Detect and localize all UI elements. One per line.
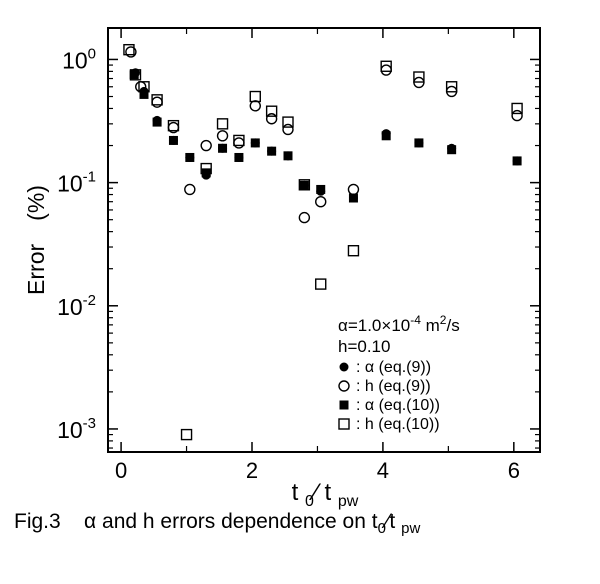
legend-marker (338, 418, 350, 430)
data-point-open-circle (233, 137, 245, 149)
data-point-open-square (347, 245, 360, 257)
data-marks (123, 43, 523, 441)
y-tick-label: 10-2 (57, 292, 96, 320)
data-point-filled-square (414, 138, 424, 148)
data-point-open-square (151, 94, 163, 106)
x-axis-label: t 0∕ t pw (292, 479, 359, 510)
legend-label: : α (eq.(10)) (356, 397, 440, 414)
figure-caption: Fig.3 α and h errors dependence on t0∕t … (14, 510, 594, 537)
annotation-alpha: α=1.0×10-4 m2/s (338, 313, 460, 335)
data-point-filled-square (348, 193, 358, 203)
y-tick-label: 100 (62, 45, 96, 73)
legend-label: : α (eq.(9)) (356, 359, 431, 376)
data-point-open-square (180, 428, 193, 441)
data-point-filled-square (139, 89, 149, 99)
data-point-filled-square (283, 151, 293, 161)
legend: α=1.0×10-4 m2/s h=0.10 : α (eq.(9)) : h (eq… (338, 313, 460, 433)
y-axis-label: Error (%) (23, 185, 49, 295)
y-tick-label: 10-1 (57, 169, 96, 197)
data-point-filled-square (185, 152, 195, 162)
data-point-open-square (129, 69, 142, 81)
y-tick-label: 10-3 (57, 415, 96, 443)
legend-marker (339, 400, 349, 410)
caption-subscript-pw: pw (401, 520, 421, 537)
data-point-open-circle (265, 113, 278, 125)
legend-label: : h (eq.(9)) (356, 378, 431, 395)
data-point-filled-square (267, 146, 277, 156)
plot-frame (107, 27, 541, 453)
data-point-open-square (282, 116, 294, 128)
caption-slash: ∕ (385, 510, 390, 533)
legend-marker (339, 362, 349, 372)
data-point-open-square (200, 162, 212, 175)
caption-text-2: t (389, 510, 396, 533)
data-point-open-square (413, 71, 425, 83)
caption-subscript-0: 0 (377, 520, 386, 537)
data-point-open-square (298, 179, 311, 191)
legend-marker (338, 380, 350, 392)
data-point-filled-square (152, 117, 162, 127)
x-tick-label: 6 (508, 458, 520, 483)
data-point-open-square (123, 43, 135, 56)
data-point-open-circle (380, 64, 392, 76)
data-point-filled-square (234, 152, 244, 162)
data-point-open-square (315, 278, 327, 290)
data-point-open-square (216, 118, 229, 130)
x-tick-label: 0 (115, 458, 127, 483)
data-point-open-square (380, 60, 392, 72)
data-point-filled-square (168, 135, 178, 145)
plot-area (107, 27, 541, 453)
axis-labels: 100 10-1 10-2 10-3 0 2 4 6 t 0∕ t pw Error (%) (23, 45, 520, 510)
x-tick-label: 4 (377, 458, 389, 483)
annotation-h: h=0.10 (338, 337, 390, 356)
data-point-open-circle (511, 109, 523, 122)
data-point-open-square (233, 134, 245, 147)
data-point-filled-square (447, 145, 457, 155)
data-point-filled-square (512, 156, 522, 166)
data-point-open-circle (151, 96, 163, 108)
data-point-filled-square (381, 131, 391, 141)
data-point-open-circle (249, 100, 261, 112)
data-point-open-circle (200, 139, 212, 152)
data-point-open-square (167, 119, 180, 132)
caption-text-1: α and h errors dependence on t (84, 510, 378, 533)
legend-label: : h (eq.(10)) (356, 416, 440, 433)
x-tick-label: 2 (246, 458, 258, 483)
data-point-open-circle (315, 195, 327, 208)
data-point-open-square (445, 81, 458, 93)
data-point-open-square (265, 105, 278, 117)
data-point-filled-square (129, 70, 139, 80)
data-point-filled-square (218, 143, 228, 153)
data-point-filled-square (250, 138, 260, 148)
data-point-open-circle (282, 123, 294, 136)
data-point-open-circle (298, 211, 311, 224)
data-point-filled-square (299, 180, 309, 190)
data-point-filled-square (316, 184, 326, 194)
data-point-open-circle (216, 130, 229, 142)
data-point-open-square (138, 81, 150, 93)
caption-prefix: Fig.3 (14, 510, 61, 533)
data-point-open-circle (125, 46, 137, 58)
data-point-open-circle (184, 183, 196, 196)
data-point-open-circle (347, 183, 360, 196)
data-point-open-square (249, 90, 261, 103)
data-point-filled-square (201, 168, 211, 178)
data-point-open-square (511, 102, 523, 115)
